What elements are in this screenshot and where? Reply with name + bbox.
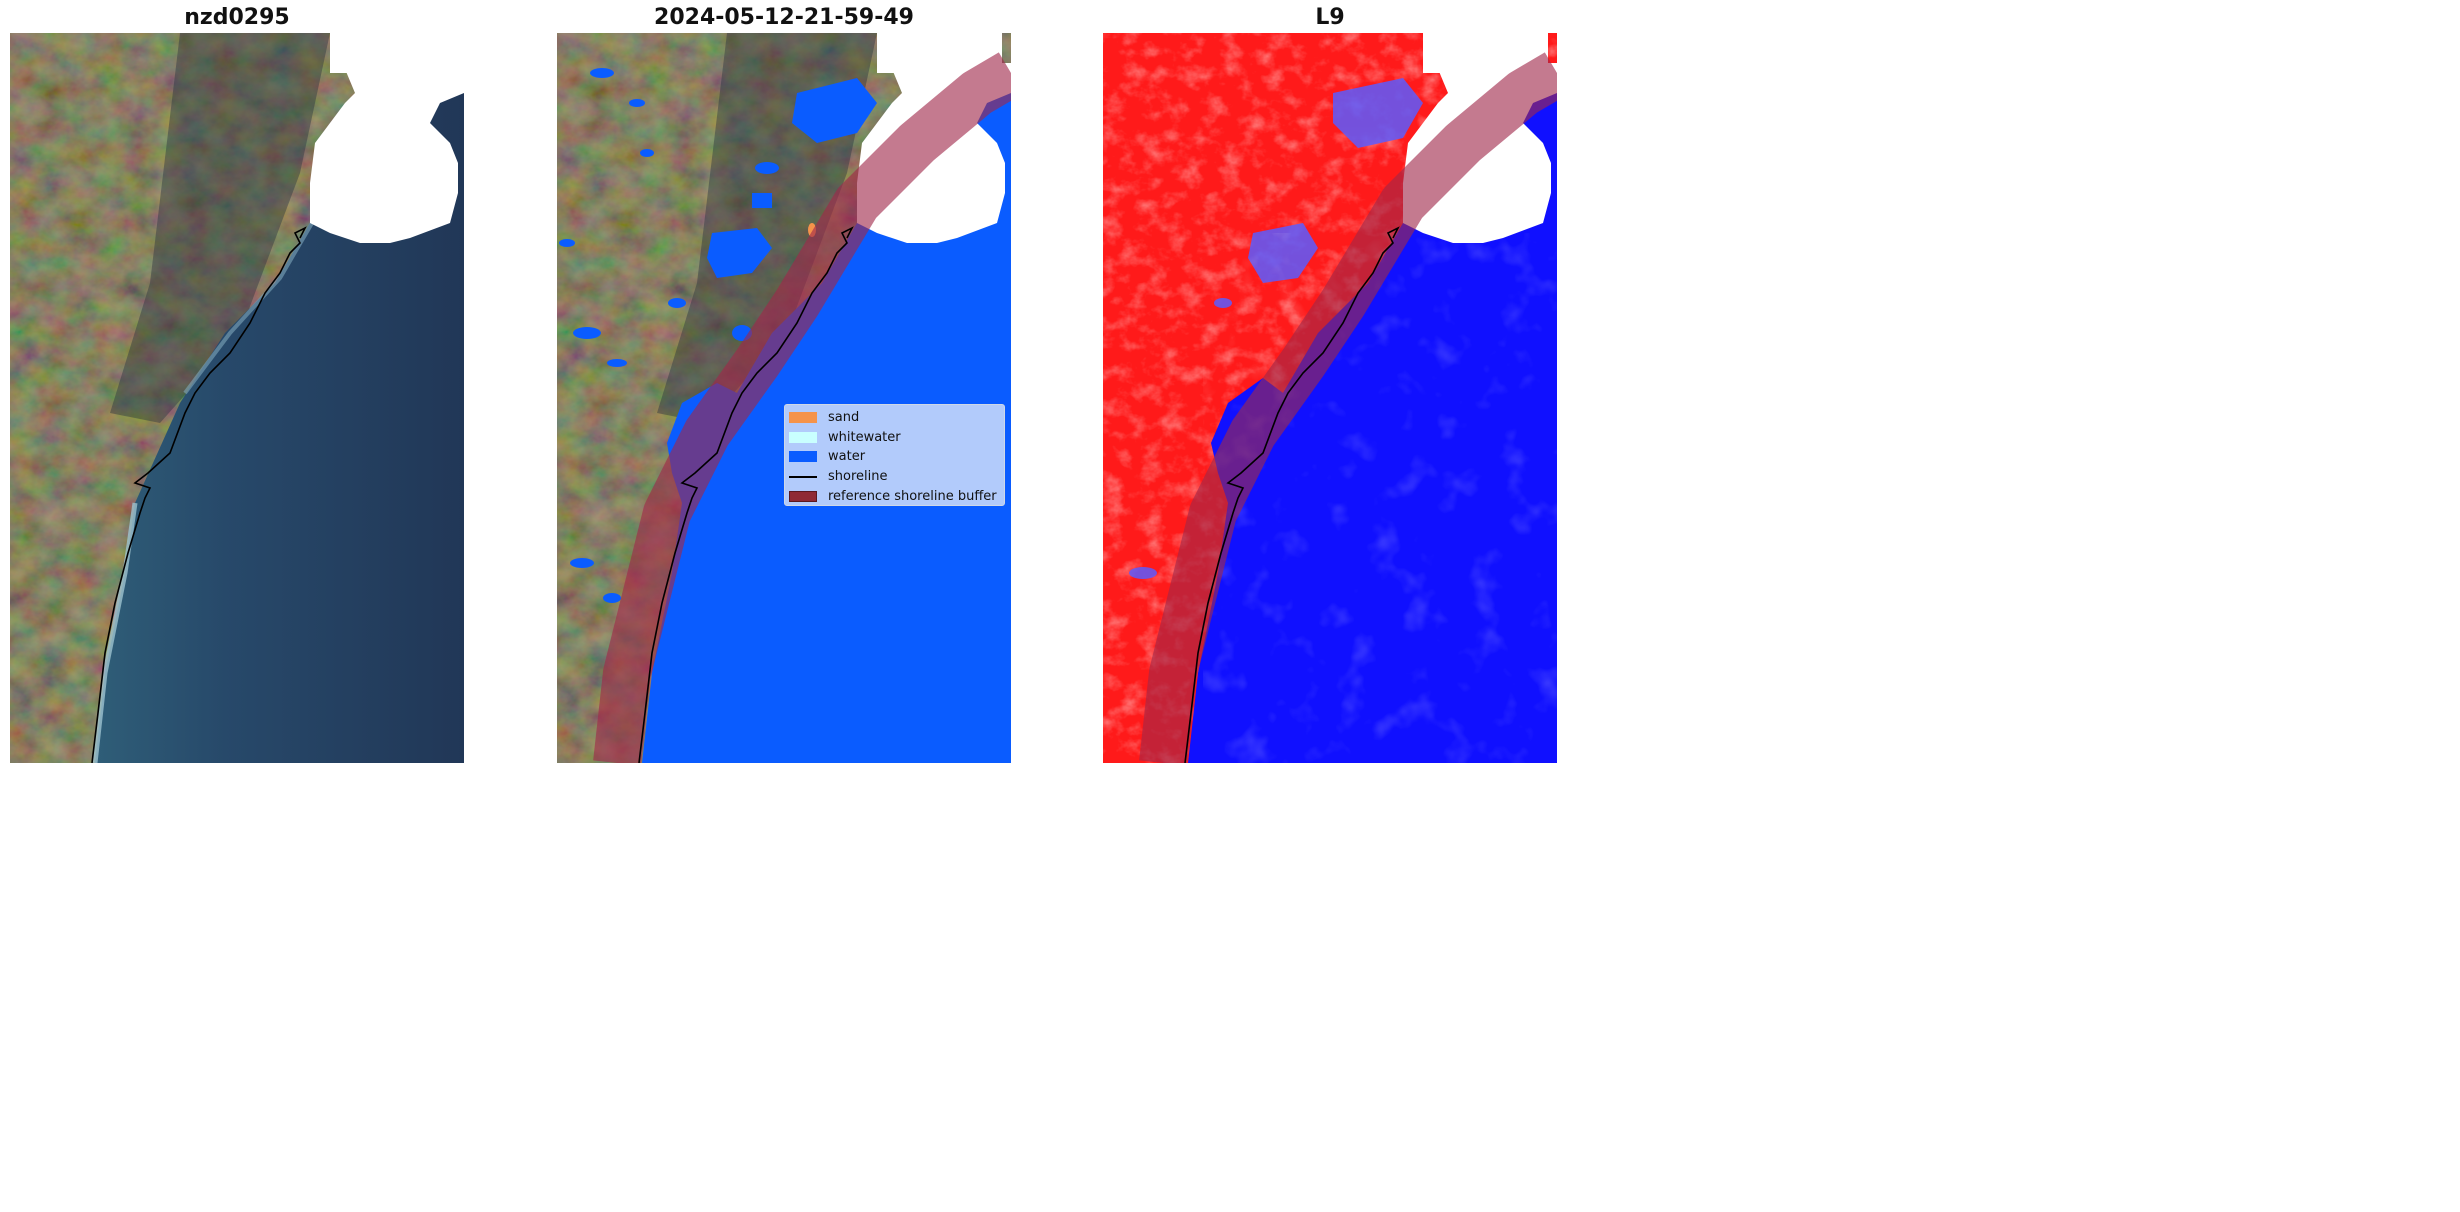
- legend-label-whitewater: whitewater: [828, 429, 901, 445]
- reference-shoreline-buffer: [593, 52, 1011, 763]
- legend-line-shoreline: [789, 475, 817, 478]
- panel-rgb: nzd0295: [10, 0, 464, 774]
- panel-title-classification: 2024-05-12-21-59-49: [654, 5, 914, 30]
- shoreline-trace: [91, 226, 307, 763]
- legend-swatch-sand: [789, 412, 817, 424]
- panel-classification: 2024-05-12-21-59-49: [557, 0, 1011, 774]
- panel-title-index: L9: [1315, 5, 1345, 30]
- index-image: [1103, 33, 1557, 763]
- legend-item-sand: sand: [789, 408, 1004, 428]
- legend-item-shoreline: shoreline: [789, 467, 1004, 487]
- legend-swatch-reference-buffer: [789, 490, 817, 502]
- legend-label-reference-buffer: reference shoreline buffer: [828, 488, 997, 504]
- rgb-satellite-image: [10, 33, 464, 763]
- classified-image: [557, 33, 1011, 763]
- legend-item-water: water: [789, 447, 1004, 467]
- legend-label-sand: sand: [828, 410, 860, 426]
- legend-label-water: water: [828, 449, 866, 465]
- cloud-mask: [310, 33, 464, 243]
- inland-water-patches: [559, 68, 877, 603]
- legend-label-shoreline: shoreline: [828, 469, 888, 485]
- legend-swatch-water: [789, 451, 817, 463]
- legend-item-reference-buffer: reference shoreline buffer: [789, 486, 1004, 506]
- panel-index: L9: [1103, 0, 1557, 774]
- ocean-area: [95, 73, 464, 763]
- legend: sand whitewater water shoreline referenc…: [784, 404, 1005, 506]
- legend-item-whitewater: whitewater: [789, 428, 1004, 448]
- legend-swatch-whitewater: [789, 431, 817, 443]
- panel-title-rgb: nzd0295: [184, 5, 290, 30]
